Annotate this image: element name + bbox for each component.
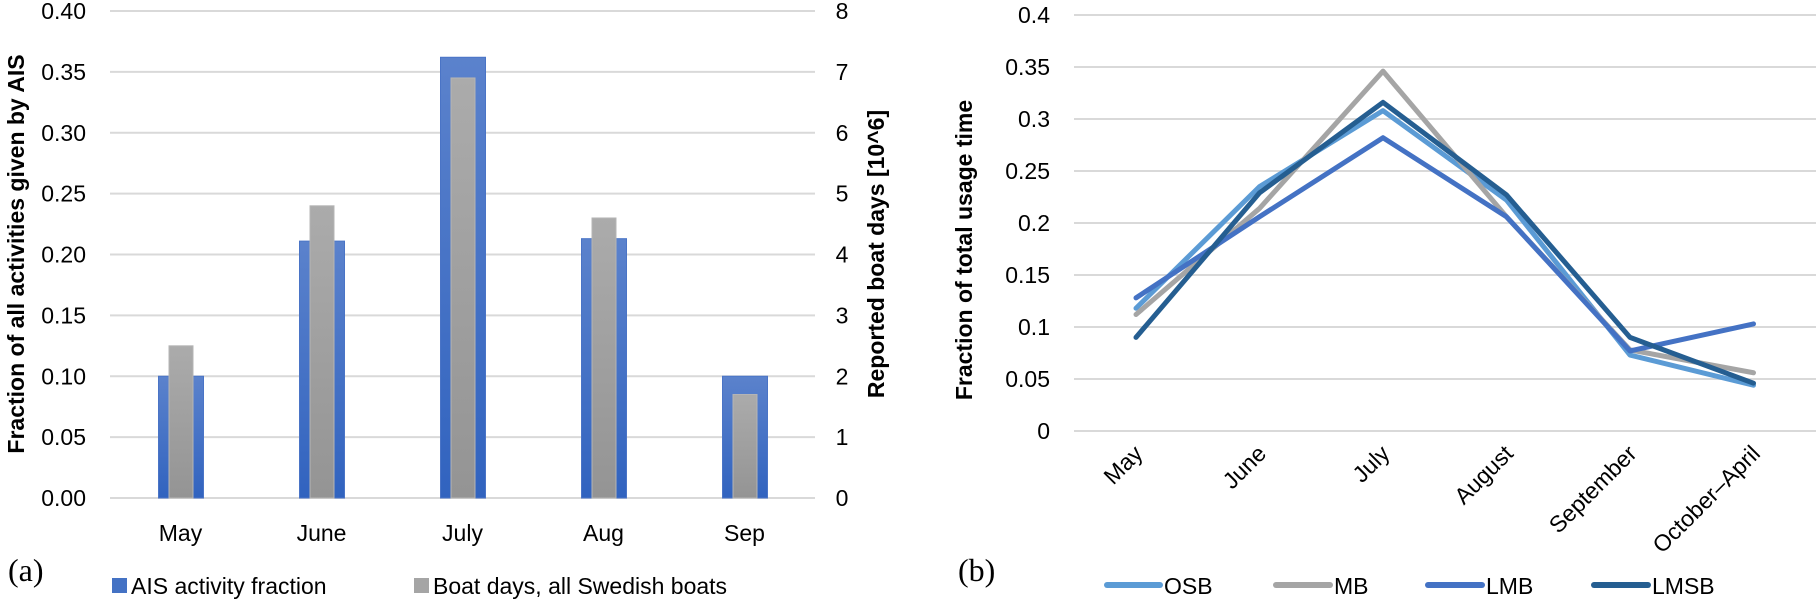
y-tick-label: 0.00 <box>41 485 86 511</box>
legend-label-lmb: LMB <box>1486 573 1533 599</box>
y2-tick-label: 7 <box>836 59 849 85</box>
chart-a-y2-ticks: 0 1 2 3 4 5 6 7 8 <box>836 0 849 511</box>
y2-tick-label: 8 <box>836 0 849 24</box>
legend-item-boat-days: Boat days, all Swedish boats <box>414 573 727 599</box>
x-tick-label: Aug <box>583 520 624 546</box>
chart-a-y-ticks: 0.00 0.05 0.10 0.15 0.20 0.25 0.30 0.35 0.40 <box>41 0 86 511</box>
x-tick-label: July <box>442 520 483 546</box>
y2-tick-label: 6 <box>836 120 849 146</box>
y-tick-label: 0.35 <box>41 59 86 85</box>
chart-a: 0.00 0.05 0.10 0.15 0.20 0.25 0.30 0.35 0.40 0 1 2… <box>3 0 889 599</box>
y-tick-label: 0.3 <box>1018 106 1050 132</box>
legend-label-lmsb: LMSB <box>1652 573 1715 599</box>
y2-tick-label: 5 <box>836 181 849 207</box>
y2-tick-label: 0 <box>836 485 849 511</box>
panel-label-b: (b) <box>958 552 995 588</box>
legend-item-ais-activity-fraction: AIS activity fraction <box>112 573 327 599</box>
chart-b-lines <box>1133 68 1756 388</box>
y-tick-label: 0.10 <box>41 363 86 389</box>
chart-a-legend: AIS activity fraction Boat days, all Swe… <box>112 573 727 599</box>
y-tick-label: 0 <box>1037 418 1050 444</box>
chart-b-legend: OSB MB LMB LMSB <box>1104 573 1715 599</box>
y-tick-label: 0.40 <box>41 0 86 24</box>
x-tick-label: July <box>1347 440 1395 488</box>
bar-boat-days-all-swedish-boats-aug <box>591 217 617 499</box>
legend-item-lmsb: LMSB <box>1591 573 1715 599</box>
bar-boat-days-all-swedish-boats-sep <box>732 394 758 499</box>
chart-b-y-ticks: 0 0.05 0.1 0.15 0.2 0.25 0.3 0.35 0.4 <box>1005 2 1050 444</box>
y-tick-label: 0.20 <box>41 242 86 268</box>
x-tick-label: May <box>159 520 203 546</box>
bar-boat-days-all-swedish-boats-june <box>309 205 335 499</box>
chart-b-x-ticks: May June July August September October–April <box>1098 440 1765 558</box>
legend-item-lmb: LMB <box>1425 573 1533 599</box>
y2-tick-label: 1 <box>836 424 849 450</box>
y-tick-label: 0.15 <box>1005 262 1050 288</box>
panel-label-a: (a) <box>8 552 44 588</box>
chart-a-x-ticks: May June July Aug Sep <box>159 520 765 546</box>
y-tick-label: 0.2 <box>1018 210 1050 236</box>
legend-label-boat-days: Boat days, all Swedish boats <box>433 573 727 599</box>
y-tick-label: 0.05 <box>41 424 86 450</box>
legend-swatch-boat-days <box>414 578 429 593</box>
legend-label-mb: MB <box>1334 573 1369 599</box>
chart-a-bars <box>158 56 768 499</box>
x-tick-label: August <box>1449 440 1518 509</box>
y-tick-label: 0.35 <box>1005 54 1050 80</box>
y-tick-label: 0.25 <box>1005 158 1050 184</box>
x-tick-label: June <box>1217 440 1271 494</box>
y-tick-label: 0.30 <box>41 120 86 146</box>
y-tick-label: 0.05 <box>1005 366 1050 392</box>
y-tick-label: 0.4 <box>1018 2 1050 28</box>
y-tick-label: 0.1 <box>1018 314 1050 340</box>
line-series-osb <box>1133 108 1756 388</box>
y2-tick-label: 3 <box>836 302 849 328</box>
chart-a-y-axis-title: Fraction of all activities given by AIS <box>3 54 29 453</box>
legend-item-mb: MB <box>1273 573 1369 599</box>
chart-b-gridlines <box>1074 14 1816 432</box>
y2-tick-label: 4 <box>836 242 849 268</box>
line-series-lmb <box>1133 135 1756 354</box>
x-tick-label: May <box>1098 440 1147 489</box>
legend-item-osb: OSB <box>1104 573 1213 599</box>
x-tick-label: September <box>1544 440 1642 538</box>
bar-boat-days-all-swedish-boats-may <box>168 345 194 499</box>
legend-swatch-ais <box>112 578 127 593</box>
chart-b: 0 0.05 0.1 0.15 0.2 0.25 0.3 0.35 0.4 May June Jul… <box>951 2 1816 599</box>
legend-label-ais: AIS activity fraction <box>131 573 327 599</box>
y-tick-label: 0.15 <box>41 302 86 328</box>
line-series-mb <box>1133 68 1756 376</box>
chart-a-y2-axis-title: Reported boat days [10^6] <box>863 110 889 398</box>
x-tick-label: Sep <box>724 520 765 546</box>
bar-boat-days-all-swedish-boats-july <box>450 77 476 499</box>
y2-tick-label: 2 <box>836 363 849 389</box>
legend-label-osb: OSB <box>1164 573 1213 599</box>
x-tick-label: June <box>297 520 347 546</box>
line-series-lmsb <box>1133 99 1756 386</box>
y-tick-label: 0.25 <box>41 181 86 207</box>
chart-b-y-axis-title: Fraction of total usage time <box>951 100 977 400</box>
x-tick-label: October–April <box>1647 440 1765 558</box>
